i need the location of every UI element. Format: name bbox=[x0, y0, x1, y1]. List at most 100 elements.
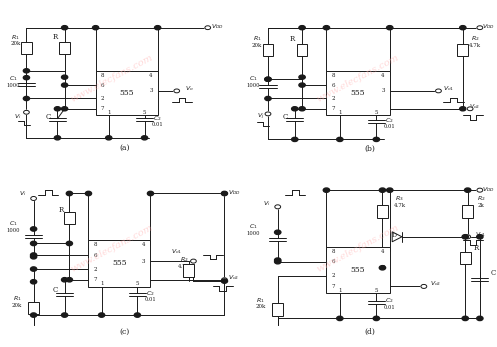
Text: $C_1$: $C_1$ bbox=[249, 222, 258, 231]
Circle shape bbox=[465, 235, 471, 239]
Circle shape bbox=[274, 258, 281, 262]
Text: 4: 4 bbox=[149, 73, 153, 78]
Text: 20k: 20k bbox=[252, 43, 262, 48]
Circle shape bbox=[30, 255, 37, 259]
Bar bbox=[183, 264, 194, 277]
Text: $V_{DD}$: $V_{DD}$ bbox=[482, 23, 495, 31]
Text: $C_1$: $C_1$ bbox=[9, 74, 18, 83]
Text: $R_2$: $R_2$ bbox=[477, 194, 486, 203]
Text: 555: 555 bbox=[119, 89, 134, 97]
Circle shape bbox=[274, 230, 281, 235]
Text: $R_1$: $R_1$ bbox=[256, 296, 265, 305]
Text: (d): (d) bbox=[365, 328, 376, 336]
Circle shape bbox=[30, 313, 37, 317]
Circle shape bbox=[98, 313, 105, 317]
Text: 4: 4 bbox=[381, 73, 385, 78]
Text: $C_2$: $C_2$ bbox=[146, 289, 155, 298]
Circle shape bbox=[462, 235, 468, 239]
Text: 20k: 20k bbox=[10, 41, 21, 46]
Text: $R_1$: $R_1$ bbox=[11, 33, 20, 42]
Circle shape bbox=[62, 26, 68, 30]
Text: 4: 4 bbox=[381, 249, 385, 254]
Text: 1000: 1000 bbox=[6, 228, 20, 232]
Bar bbox=[297, 44, 308, 56]
Bar bbox=[262, 44, 273, 56]
Circle shape bbox=[155, 26, 161, 30]
Bar bbox=[327, 71, 390, 116]
Circle shape bbox=[30, 280, 37, 284]
Text: 4.7k: 4.7k bbox=[178, 264, 190, 269]
Text: www.elecfans.com: www.elecfans.com bbox=[316, 53, 401, 104]
Text: 0.01: 0.01 bbox=[152, 122, 164, 127]
Text: 7: 7 bbox=[331, 106, 335, 111]
Text: $C_2$: $C_2$ bbox=[385, 296, 394, 305]
Circle shape bbox=[142, 136, 148, 140]
Text: $V_o$: $V_o$ bbox=[185, 84, 194, 93]
Circle shape bbox=[92, 26, 99, 30]
Circle shape bbox=[62, 107, 68, 111]
Text: 6: 6 bbox=[331, 83, 335, 87]
Circle shape bbox=[373, 137, 380, 142]
Text: $V_{o2}$: $V_{o2}$ bbox=[228, 273, 240, 282]
Circle shape bbox=[190, 259, 196, 263]
Text: 2: 2 bbox=[331, 273, 335, 278]
Text: 20k: 20k bbox=[255, 304, 266, 309]
Circle shape bbox=[477, 188, 483, 192]
Circle shape bbox=[23, 96, 29, 101]
Circle shape bbox=[462, 316, 468, 321]
Text: 5: 5 bbox=[143, 110, 146, 115]
Text: $V_{o1}$: $V_{o1}$ bbox=[476, 230, 487, 239]
Text: 7: 7 bbox=[100, 106, 104, 111]
Bar bbox=[95, 71, 158, 116]
Circle shape bbox=[299, 107, 305, 111]
Text: 555: 555 bbox=[351, 266, 365, 274]
Text: R: R bbox=[474, 244, 479, 253]
Bar bbox=[59, 42, 70, 54]
Text: 6: 6 bbox=[331, 259, 335, 264]
Circle shape bbox=[23, 69, 29, 73]
Circle shape bbox=[66, 191, 73, 196]
Circle shape bbox=[62, 75, 68, 79]
Text: 20k: 20k bbox=[12, 303, 22, 307]
Text: 5: 5 bbox=[375, 288, 378, 293]
Text: R: R bbox=[53, 33, 58, 41]
Circle shape bbox=[336, 137, 343, 142]
Text: 4: 4 bbox=[142, 242, 146, 247]
Text: 1000: 1000 bbox=[247, 231, 260, 236]
Text: 0.01: 0.01 bbox=[384, 124, 396, 129]
Text: 555: 555 bbox=[351, 89, 365, 97]
Circle shape bbox=[299, 75, 305, 79]
Text: (c): (c) bbox=[119, 328, 129, 336]
Text: 6: 6 bbox=[100, 83, 104, 87]
Bar bbox=[64, 212, 75, 224]
Circle shape bbox=[30, 253, 37, 257]
Circle shape bbox=[265, 77, 271, 81]
Circle shape bbox=[387, 188, 393, 192]
Text: C: C bbox=[53, 286, 58, 294]
Circle shape bbox=[66, 278, 73, 282]
Circle shape bbox=[54, 107, 61, 111]
Circle shape bbox=[222, 192, 227, 195]
Circle shape bbox=[62, 83, 68, 87]
Text: $R_3$: $R_3$ bbox=[395, 194, 404, 203]
Text: 2: 2 bbox=[93, 266, 97, 272]
Circle shape bbox=[275, 205, 281, 209]
Bar bbox=[377, 205, 388, 218]
Text: 6: 6 bbox=[93, 253, 97, 257]
Bar bbox=[327, 247, 390, 294]
Text: 0.01: 0.01 bbox=[384, 305, 396, 310]
Circle shape bbox=[299, 26, 305, 30]
Text: 8: 8 bbox=[331, 249, 335, 254]
Circle shape bbox=[62, 278, 68, 282]
Circle shape bbox=[323, 26, 330, 30]
Circle shape bbox=[421, 285, 427, 288]
Circle shape bbox=[387, 26, 393, 30]
Circle shape bbox=[30, 227, 37, 231]
Text: $R_2$: $R_2$ bbox=[471, 34, 479, 43]
Circle shape bbox=[221, 279, 228, 283]
Text: C: C bbox=[45, 113, 51, 121]
Circle shape bbox=[174, 89, 179, 93]
Text: $V_j$: $V_j$ bbox=[257, 112, 264, 122]
Text: C: C bbox=[282, 113, 288, 121]
Text: $R_1$: $R_1$ bbox=[252, 34, 261, 43]
